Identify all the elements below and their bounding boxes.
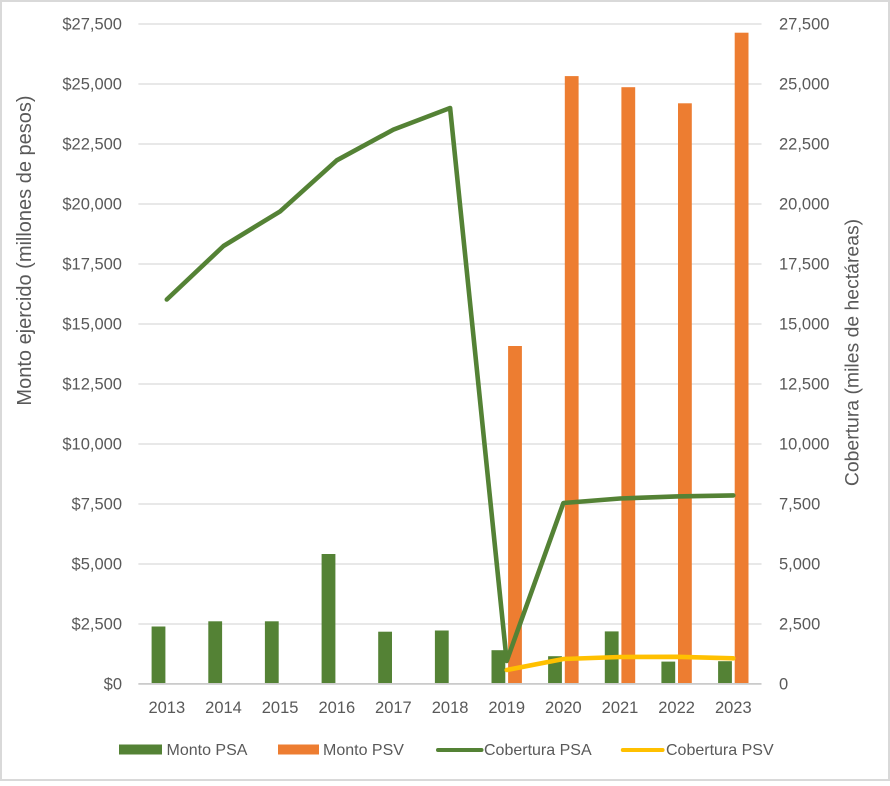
- svg-text:2015: 2015: [262, 699, 299, 717]
- svg-text:20,000: 20,000: [779, 196, 829, 214]
- svg-text:Monto PSV: Monto PSV: [323, 742, 404, 759]
- svg-text:$5,000: $5,000: [72, 556, 122, 574]
- svg-text:10,000: 10,000: [779, 436, 829, 454]
- svg-text:$10,000: $10,000: [62, 436, 122, 454]
- svg-text:2021: 2021: [602, 699, 639, 717]
- svg-text:$7,500: $7,500: [72, 496, 122, 514]
- svg-text:27,500: 27,500: [779, 16, 829, 34]
- svg-text:$15,000: $15,000: [62, 316, 122, 334]
- svg-text:2013: 2013: [148, 699, 185, 717]
- svg-text:7,500: 7,500: [779, 496, 820, 514]
- svg-text:$12,500: $12,500: [62, 376, 122, 394]
- svg-text:2023: 2023: [715, 699, 752, 717]
- svg-text:Cobertura PSA: Cobertura PSA: [484, 742, 592, 759]
- svg-text:Monto ejercido (millones de pe: Monto ejercido (millones de pesos): [14, 95, 36, 405]
- svg-text:2020: 2020: [545, 699, 582, 717]
- svg-text:12,500: 12,500: [779, 376, 829, 394]
- svg-text:2,500: 2,500: [779, 616, 820, 634]
- svg-text:5,000: 5,000: [779, 556, 820, 574]
- svg-text:$0: $0: [104, 676, 122, 694]
- svg-text:$22,500: $22,500: [62, 136, 122, 154]
- svg-text:2019: 2019: [488, 699, 525, 717]
- svg-text:15,000: 15,000: [779, 316, 829, 334]
- svg-text:$20,000: $20,000: [62, 196, 122, 214]
- svg-text:0: 0: [779, 676, 788, 694]
- svg-text:$27,500: $27,500: [62, 16, 122, 34]
- svg-text:22,500: 22,500: [779, 136, 829, 154]
- svg-text:$25,000: $25,000: [62, 76, 122, 94]
- svg-text:2018: 2018: [432, 699, 469, 717]
- svg-text:25,000: 25,000: [779, 76, 829, 94]
- svg-text:$2,500: $2,500: [72, 616, 122, 634]
- svg-text:2014: 2014: [205, 699, 242, 717]
- svg-text:Cobertura PSV: Cobertura PSV: [666, 742, 774, 759]
- svg-text:$17,500: $17,500: [62, 256, 122, 274]
- svg-text:2017: 2017: [375, 699, 412, 717]
- svg-text:Cobertura (miles de hectáreas): Cobertura (miles de hectáreas): [842, 219, 864, 486]
- svg-text:2022: 2022: [658, 699, 695, 717]
- svg-text:2016: 2016: [318, 699, 355, 717]
- svg-text:Monto PSA: Monto PSA: [167, 742, 248, 759]
- svg-text:17,500: 17,500: [779, 256, 829, 274]
